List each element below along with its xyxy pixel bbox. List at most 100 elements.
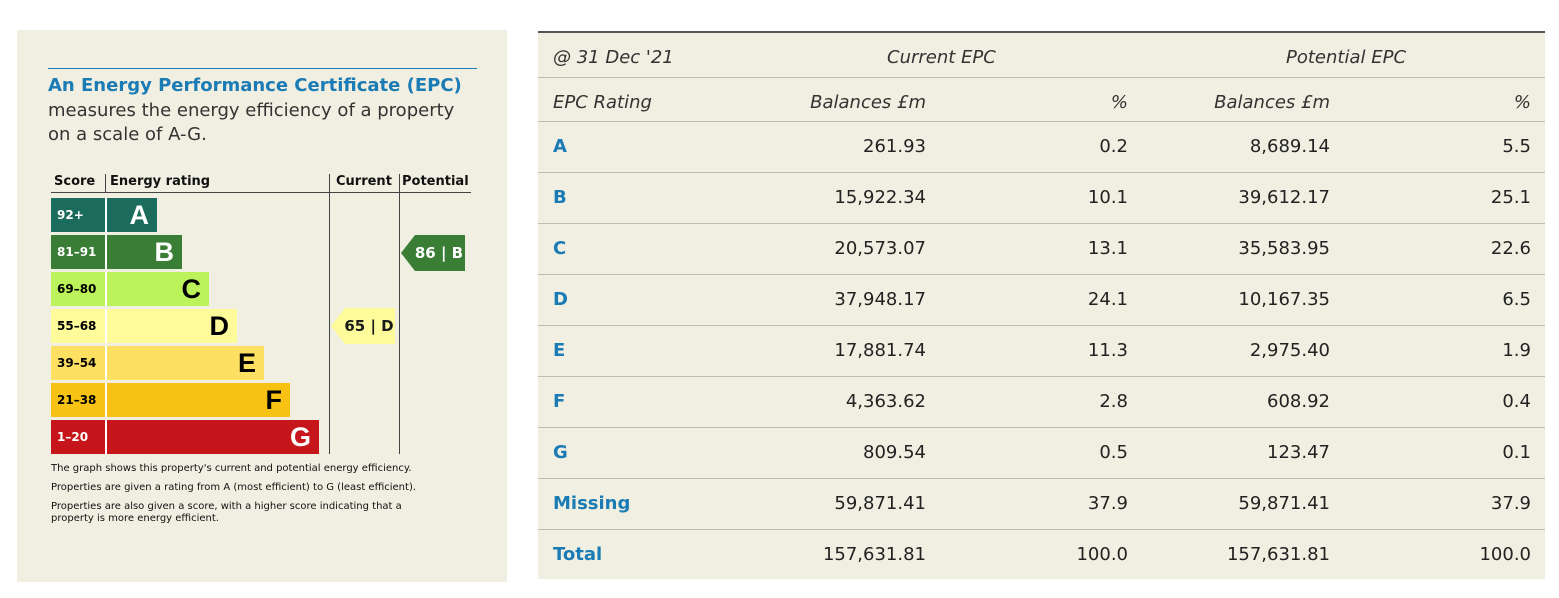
row-rating: F bbox=[553, 391, 566, 412]
band-letter: B bbox=[154, 237, 175, 267]
current-balance: 809.54 bbox=[863, 442, 926, 463]
band-letter: D bbox=[209, 311, 230, 341]
intro-body: measures the energy efficiency of a prop… bbox=[48, 100, 455, 145]
intro-title: An Energy Performance Certificate (EPC) bbox=[48, 75, 462, 96]
current-balance: 261.93 bbox=[863, 136, 926, 157]
current-balance: 15,922.34 bbox=[834, 187, 926, 208]
current-balance: 59,871.41 bbox=[834, 493, 926, 514]
col-current-pct: % bbox=[1110, 92, 1128, 113]
potential-pct: 1.9 bbox=[1502, 340, 1531, 361]
band-separator bbox=[105, 198, 107, 232]
current-pct: 13.1 bbox=[1087, 238, 1128, 259]
energy-band-d: 55–68 D bbox=[51, 309, 237, 343]
graph-divider-current bbox=[329, 174, 330, 454]
graph-divider-score bbox=[105, 174, 106, 192]
potential-balance: 10,167.35 bbox=[1238, 289, 1330, 310]
current-balance: 20,573.07 bbox=[834, 238, 926, 259]
col-potential-balances: Balances £m bbox=[1214, 92, 1330, 113]
band-score-range: 55–68 bbox=[57, 319, 97, 333]
band-separator bbox=[105, 235, 107, 269]
potential-balance: 35,583.95 bbox=[1238, 238, 1330, 259]
band-separator bbox=[105, 309, 107, 343]
potential-balance: 2,975.40 bbox=[1249, 340, 1330, 361]
potential-balance: 608.92 bbox=[1267, 391, 1330, 412]
band-score-range: 69–80 bbox=[57, 282, 97, 296]
current-balance: 157,631.81 bbox=[822, 544, 926, 565]
energy-band-e: 39–54 E bbox=[51, 346, 264, 380]
table-row: E 17,881.74 11.3 2,975.40 1.9 bbox=[538, 325, 1545, 376]
current-epc-heading: Current EPC bbox=[887, 47, 996, 68]
table-group-header: @ 31 Dec '21 Current EPC Potential EPC bbox=[538, 31, 1545, 82]
table-row: B 15,922.34 10.1 39,612.17 25.1 bbox=[538, 172, 1545, 223]
table-row: F 4,363.62 2.8 608.92 0.4 bbox=[538, 376, 1545, 427]
col-potential-pct: % bbox=[1513, 92, 1531, 113]
potential-pct: 25.1 bbox=[1490, 187, 1531, 208]
footnote-3: Properties are also given a score, with … bbox=[51, 501, 402, 524]
current-balance: 37,948.17 bbox=[834, 289, 926, 310]
table-row: Missing 59,871.41 37.9 59,871.41 37.9 bbox=[538, 478, 1545, 529]
row-rating: Missing bbox=[553, 493, 631, 514]
row-rating: G bbox=[553, 442, 568, 463]
title-rule bbox=[48, 68, 477, 69]
row-rating: A bbox=[553, 136, 567, 157]
band-letter: A bbox=[129, 200, 150, 230]
col-current-balances: Balances £m bbox=[810, 92, 926, 113]
current-pct: 0.5 bbox=[1099, 442, 1128, 463]
potential-balance: 123.47 bbox=[1267, 442, 1330, 463]
current-pct: 24.1 bbox=[1087, 289, 1128, 310]
band-separator bbox=[105, 346, 107, 380]
energy-band-b: 81–91 B bbox=[51, 235, 182, 269]
footnote-1: The graph shows this property's current … bbox=[51, 463, 412, 474]
current-pct: 2.8 bbox=[1099, 391, 1128, 412]
table-column-header: EPC Rating Balances £m % Balances £m % bbox=[538, 77, 1545, 128]
band-letter: E bbox=[237, 348, 256, 378]
potential-balance: 39,612.17 bbox=[1238, 187, 1330, 208]
potential-pct: 5.5 bbox=[1502, 136, 1531, 157]
current-pct: 0.2 bbox=[1099, 136, 1128, 157]
row-rating: D bbox=[553, 289, 568, 310]
potential-epc-heading: Potential EPC bbox=[1286, 47, 1407, 68]
potential-pct: 0.4 bbox=[1502, 391, 1531, 412]
energy-band-a: 92+ A bbox=[51, 198, 157, 232]
band-separator bbox=[105, 383, 107, 417]
band-score-range: 21–38 bbox=[57, 393, 97, 407]
potential-pct: 22.6 bbox=[1490, 238, 1531, 259]
table-row: G 809.54 0.5 123.47 0.1 bbox=[538, 427, 1545, 478]
epc-balances-table: @ 31 Dec '21 Current EPC Potential EPC E… bbox=[538, 31, 1545, 579]
graph-header-rating: Energy rating bbox=[110, 174, 211, 189]
energy-band-g: 1–20 G bbox=[51, 420, 319, 454]
col-epc-rating: EPC Rating bbox=[553, 92, 652, 113]
band-score-range: 39–54 bbox=[57, 356, 97, 370]
potential-pct: 6.5 bbox=[1502, 289, 1531, 310]
current-pct: 10.1 bbox=[1087, 187, 1128, 208]
row-rating: C bbox=[553, 238, 567, 259]
band-letter: C bbox=[181, 274, 202, 304]
potential-pct: 0.1 bbox=[1502, 442, 1531, 463]
band-letter: F bbox=[265, 385, 283, 415]
table-row: A 261.93 0.2 8,689.14 5.5 bbox=[538, 121, 1545, 172]
energy-band-f: 21–38 F bbox=[51, 383, 290, 417]
potential-pct: 37.9 bbox=[1490, 493, 1531, 514]
band-separator bbox=[105, 420, 107, 454]
band-separator bbox=[105, 272, 107, 306]
graph-header-rule bbox=[51, 192, 471, 193]
current-rating-arrow: 65 | D bbox=[331, 308, 395, 344]
potential-pct: 100.0 bbox=[1479, 544, 1531, 565]
row-rating: E bbox=[553, 340, 566, 361]
potential-rating-arrow: 86 | B bbox=[401, 235, 465, 271]
footnote-2: Properties are given a rating from A (mo… bbox=[51, 482, 417, 493]
row-rating: B bbox=[553, 187, 567, 208]
graph-divider-potential bbox=[399, 174, 400, 454]
current-balance: 17,881.74 bbox=[834, 340, 926, 361]
table-date: @ 31 Dec '21 bbox=[553, 47, 674, 68]
current-balance: 4,363.62 bbox=[845, 391, 926, 412]
current-pct: 37.9 bbox=[1087, 493, 1128, 514]
graph-header-current: Current bbox=[336, 174, 392, 189]
table-row: C 20,573.07 13.1 35,583.95 22.6 bbox=[538, 223, 1545, 274]
epc-explainer-panel: An Energy Performance Certificate (EPC) … bbox=[17, 30, 507, 582]
potential-balance: 157,631.81 bbox=[1226, 544, 1330, 565]
band-letter: G bbox=[289, 422, 311, 452]
band-score-range: 1–20 bbox=[57, 430, 89, 444]
current-pct: 100.0 bbox=[1076, 544, 1128, 565]
table-row: D 37,948.17 24.1 10,167.35 6.5 bbox=[538, 274, 1545, 325]
